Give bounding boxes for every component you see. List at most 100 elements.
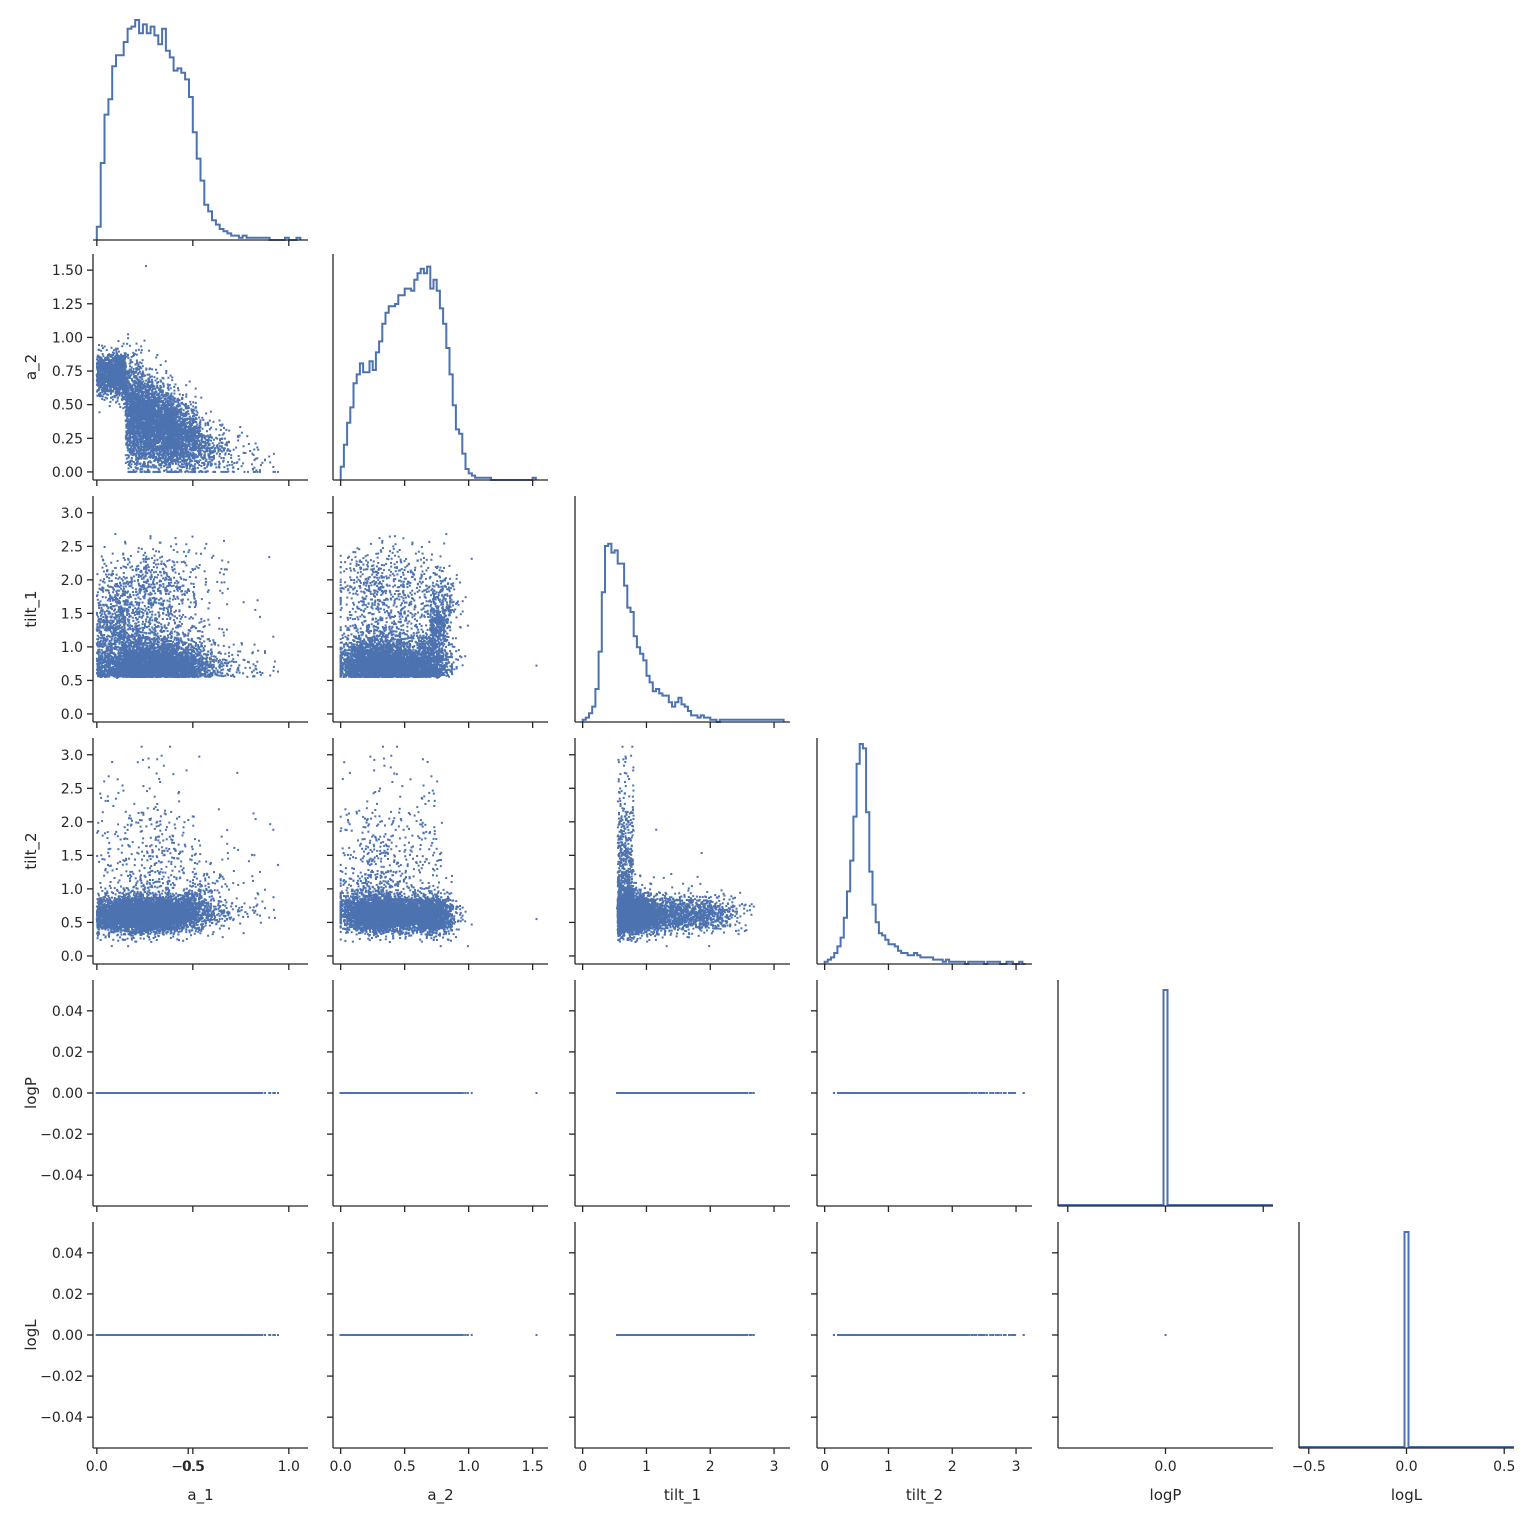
scatter-point [223,460,225,462]
scatter-point [237,436,239,438]
scatter-point [151,368,153,370]
scatter-point [233,449,235,451]
scatter-point [192,448,194,450]
scatter-point [224,471,226,473]
scatter-point [130,420,132,422]
scatter-point [147,374,149,376]
scatter-point [163,385,165,387]
scatter-point [136,354,138,356]
scatter-point [235,447,237,449]
scatter-point [218,461,220,463]
scatter-point [151,381,153,383]
scatter-point [223,457,225,459]
scatter-point [151,379,153,381]
scatter-point [171,471,173,473]
scatter-point [151,442,153,444]
scatter-point [155,357,157,359]
scatter-point [137,365,139,367]
scatter-point [207,461,209,463]
scatter-point [253,471,255,473]
scatter-point [142,359,144,361]
scatter-point [141,349,143,351]
scatter-point [197,412,199,414]
scatter-point [248,443,250,445]
scatter-point [177,406,179,408]
scatter-points-a_2-vs-a_1 [96,265,279,473]
scatter-point [188,449,190,451]
scatter-point [237,468,239,470]
scatter-point [102,353,104,355]
scatter-point [223,427,225,429]
scatter-point [125,454,127,456]
scatter-point [122,396,124,398]
scatter-point [219,453,221,455]
scatter-point [165,360,167,362]
scatter-point [231,461,233,463]
scatter-point [140,345,142,347]
scatter-point [209,458,211,460]
scatter-point [115,395,117,397]
scatter-point [182,394,184,396]
scatter-point [190,403,192,405]
scatter-point [255,458,257,460]
scatter-point [249,450,251,452]
scatter-point [164,403,166,405]
scatter-point [222,434,224,436]
scatter-point [173,393,175,395]
scatter-point [177,464,179,466]
scatter-point [137,447,139,449]
scatter-point [178,424,180,426]
scatter-point [199,430,201,432]
scatter-point [133,469,135,471]
scatter-point [155,391,157,393]
scatter-point [112,399,114,401]
scatter-point [163,465,165,467]
scatter-point [241,465,243,467]
scatter-point [115,352,117,354]
scatter-point [125,462,127,464]
scatter-point [139,361,141,363]
scatter-point [197,467,199,469]
scatter-point [148,380,150,382]
scatter-point [154,423,156,425]
scatter-point [189,416,191,418]
scatter-point [232,467,234,469]
scatter-point [118,340,120,342]
scatter-point [205,435,207,437]
scatter-point [153,376,155,378]
scatter-point [175,438,177,440]
scatter-point [148,461,150,463]
scatter-point [207,453,209,455]
scatter-point [223,450,225,452]
scatter-point [141,432,143,434]
histogram-a_1 [97,20,300,240]
scatter-point [111,347,113,349]
scatter-point [255,443,257,445]
scatter-point [182,464,184,466]
scatter-point [205,460,207,462]
scatter-point [228,430,230,432]
scatter-point [216,453,218,455]
scatter-point [220,471,222,473]
scatter-point [127,337,129,339]
scatter-point [186,411,188,413]
scatter-point [218,434,220,436]
scatter-point [200,397,202,399]
scatter-point [127,461,129,463]
scatter-point [194,465,196,467]
scatter-point [215,466,217,468]
scatter-point [220,429,222,431]
scatter-point [244,452,246,454]
scatter-point [230,454,232,456]
scatter-point [269,461,271,463]
scatter-point [121,394,123,396]
scatter-point [190,423,192,425]
scatter-point [128,467,130,469]
scatter-point [173,390,175,392]
scatter-point [185,396,187,398]
scatter-point [145,265,147,267]
scatter-point [215,428,217,430]
scatter-point [166,404,168,406]
scatter-point [136,360,138,362]
